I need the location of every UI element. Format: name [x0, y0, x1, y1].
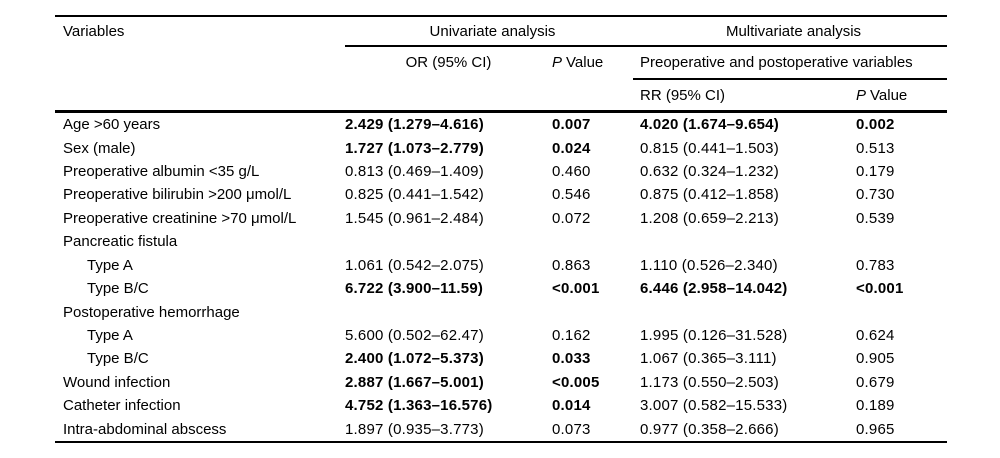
table-row: Preoperative bilirubin >200 μmol/L 0.825 …	[55, 183, 947, 206]
or-ci-cell: 1.061 (0.542–2.075)	[345, 256, 484, 274]
group-header-multivariate: Multivariate analysis	[725, 22, 862, 40]
variable-cell: Intra-abdominal abscess	[63, 420, 227, 438]
column-header-p-value-multivariate: P Value	[856, 86, 908, 104]
p-symbol: P	[552, 54, 563, 71]
p-value-multivariate-cell: 0.513	[856, 139, 895, 157]
p-value-univariate-cell: <0.001	[552, 280, 600, 298]
variable-cell: Catheter infection	[63, 397, 181, 415]
or-ci-cell: 5.600 (0.502–62.47)	[345, 327, 484, 344]
table-top-rule	[55, 15, 947, 17]
p-value-univariate-cell: 0.546	[552, 186, 591, 204]
p-value-multivariate-cell: 0.002	[856, 116, 895, 134]
p-value-multivariate-cell: 0.965	[856, 420, 895, 438]
table-row: Type A 5.600 (0.502–62.47) 0.162 1.995 (0.1…	[55, 324, 947, 347]
p-value-univariate-cell: 0.007	[552, 116, 591, 134]
rr-ci-cell: 0.977 (0.358–2.666)	[640, 420, 779, 438]
column-header-variables: Variables	[63, 22, 125, 40]
rr-ci-cell: 6.446 (2.958–14.042)	[640, 280, 788, 298]
group-header-univariate: Univariate analysis	[429, 22, 556, 40]
table-body: Age >60 years 2.429 (1.279–4.616) 0.007 4.0…	[55, 113, 947, 441]
header-body-rule	[55, 110, 947, 113]
or-ci-cell: 2.400 (1.072–5.373)	[345, 350, 484, 368]
header-row-multivariate-sub: RR (95% CI) P Value	[55, 80, 947, 110]
variable-cell: Preoperative creatinine >70 μmol/L	[63, 209, 297, 227]
variable-cell: Type B/C	[87, 350, 149, 368]
table-row: Pancreatic fistula	[55, 230, 947, 253]
rr-ci-cell: 1.173 (0.550–2.503)	[640, 373, 779, 391]
rr-ci-cell: 1.208 (0.659–2.213)	[640, 209, 779, 227]
p-value-univariate-cell: 0.073	[552, 420, 591, 438]
p-value-univariate-cell: 0.863	[552, 256, 591, 274]
rr-ci-cell: 1.110 (0.526–2.340)	[640, 256, 778, 274]
header-row-groups: Variables Univariate analysis Multivaria…	[55, 17, 947, 45]
table-row: Postoperative hemorrhage	[55, 300, 947, 323]
variable-cell: Postoperative hemorrhage	[63, 303, 240, 321]
subgroup-header-rule	[633, 78, 947, 80]
or-ci-cell: 1.727 (1.073–2.779)	[345, 139, 484, 157]
rr-ci-cell: 0.815 (0.441–1.503)	[640, 139, 779, 157]
p-value-univariate-cell: <0.005	[552, 373, 600, 391]
variable-cell: Type A	[87, 256, 133, 274]
p-value-multivariate-cell: 0.624	[856, 327, 895, 344]
or-ci-cell: 0.813 (0.469–1.409)	[345, 163, 484, 181]
group-header-rule	[345, 45, 947, 47]
p-value-univariate-cell: 0.460	[552, 163, 591, 181]
p-value-multivariate-cell: 0.189	[856, 397, 895, 415]
rr-ci-cell: 1.067 (0.365–3.111)	[640, 350, 777, 368]
or-ci-cell: 2.429 (1.279–4.616)	[345, 116, 484, 134]
p-symbol: P	[856, 86, 867, 104]
p-value-multivariate-cell: 0.730	[856, 186, 895, 204]
or-ci-cell: 2.887 (1.667–5.001)	[345, 373, 484, 391]
column-header-preop-postop: Preoperative and postoperative variables	[640, 54, 913, 71]
rr-ci-cell: 0.875 (0.412–1.858)	[640, 186, 779, 204]
rr-ci-cell: 4.020 (1.674–9.654)	[640, 116, 779, 134]
table-row: Intra-abdominal abscess 1.897 (0.935–3.77…	[55, 417, 947, 440]
table-row: Wound infection 2.887 (1.667–5.001) <0.005…	[55, 371, 947, 394]
p-value-univariate-cell: 0.014	[552, 397, 591, 415]
table-row: Type B/C 6.722 (3.900–11.59) <0.001 6.446 (…	[55, 277, 947, 300]
p-value-multivariate-cell: 0.783	[856, 256, 895, 274]
variable-cell: Pancreatic fistula	[63, 233, 178, 251]
p-value-univariate-cell: 0.162	[552, 327, 591, 344]
or-ci-cell: 6.722 (3.900–11.59)	[345, 280, 484, 298]
table-row: Catheter infection 4.752 (1.363–16.576) 0.…	[55, 394, 947, 417]
table-row: Type A 1.061 (0.542–2.075) 0.863 1.110 (0.5…	[55, 254, 947, 277]
table-row: Sex (male) 1.727 (1.073–2.779) 0.024 0.815 …	[55, 136, 947, 159]
column-header-p-value-univariate: P Value	[552, 54, 604, 71]
variable-cell: Wound infection	[63, 373, 171, 391]
table-bottom-rule	[55, 440, 947, 443]
p-value-multivariate-cell: 0.539	[856, 209, 895, 227]
p-value-multivariate-cell: <0.001	[856, 280, 904, 298]
table-row: Type B/C 2.400 (1.072–5.373) 0.033 1.067 (0…	[55, 347, 947, 370]
p-value-univariate-cell: 0.033	[552, 350, 591, 368]
results-table: Variables Univariate analysis Multivaria…	[55, 15, 947, 443]
table-row: Preoperative albumin <35 g/L 0.813 (0.469…	[55, 160, 947, 183]
or-ci-cell: 4.752 (1.363–16.576)	[345, 397, 493, 415]
column-header-or-ci: OR (95% CI)	[405, 54, 492, 71]
header-row-sub: OR (95% CI) P Value Preoperative and post…	[55, 47, 947, 78]
table-row: Age >60 years 2.429 (1.279–4.616) 0.007 4.0…	[55, 113, 947, 136]
table-row: Preoperative creatinine >70 μmol/L 1.545 …	[55, 207, 947, 230]
p-value-univariate-cell: 0.024	[552, 139, 591, 157]
or-ci-cell: 0.825 (0.441–1.542)	[345, 186, 484, 204]
variable-cell: Preoperative albumin <35 g/L	[63, 163, 260, 181]
column-header-rr-ci: RR (95% CI)	[640, 86, 726, 104]
p-value-multivariate-cell: 0.679	[856, 373, 895, 391]
p-value-multivariate-cell: 0.905	[856, 350, 895, 368]
variable-cell: Preoperative bilirubin >200 μmol/L	[63, 186, 292, 204]
or-ci-cell: 1.897 (0.935–3.773)	[345, 420, 484, 438]
p-value-multivariate-cell: 0.179	[856, 163, 895, 181]
variable-cell: Type A	[87, 327, 133, 344]
rr-ci-cell: 0.632 (0.324–1.232)	[640, 163, 779, 181]
rr-ci-cell: 3.007 (0.582–15.533)	[640, 397, 788, 415]
rr-ci-cell: 1.995 (0.126–31.528)	[640, 327, 788, 344]
or-ci-cell: 1.545 (0.961–2.484)	[345, 209, 484, 227]
variable-cell: Type B/C	[87, 280, 149, 298]
variable-cell: Sex (male)	[63, 139, 136, 157]
p-value-univariate-cell: 0.072	[552, 209, 591, 227]
variable-cell: Age >60 years	[63, 116, 161, 134]
